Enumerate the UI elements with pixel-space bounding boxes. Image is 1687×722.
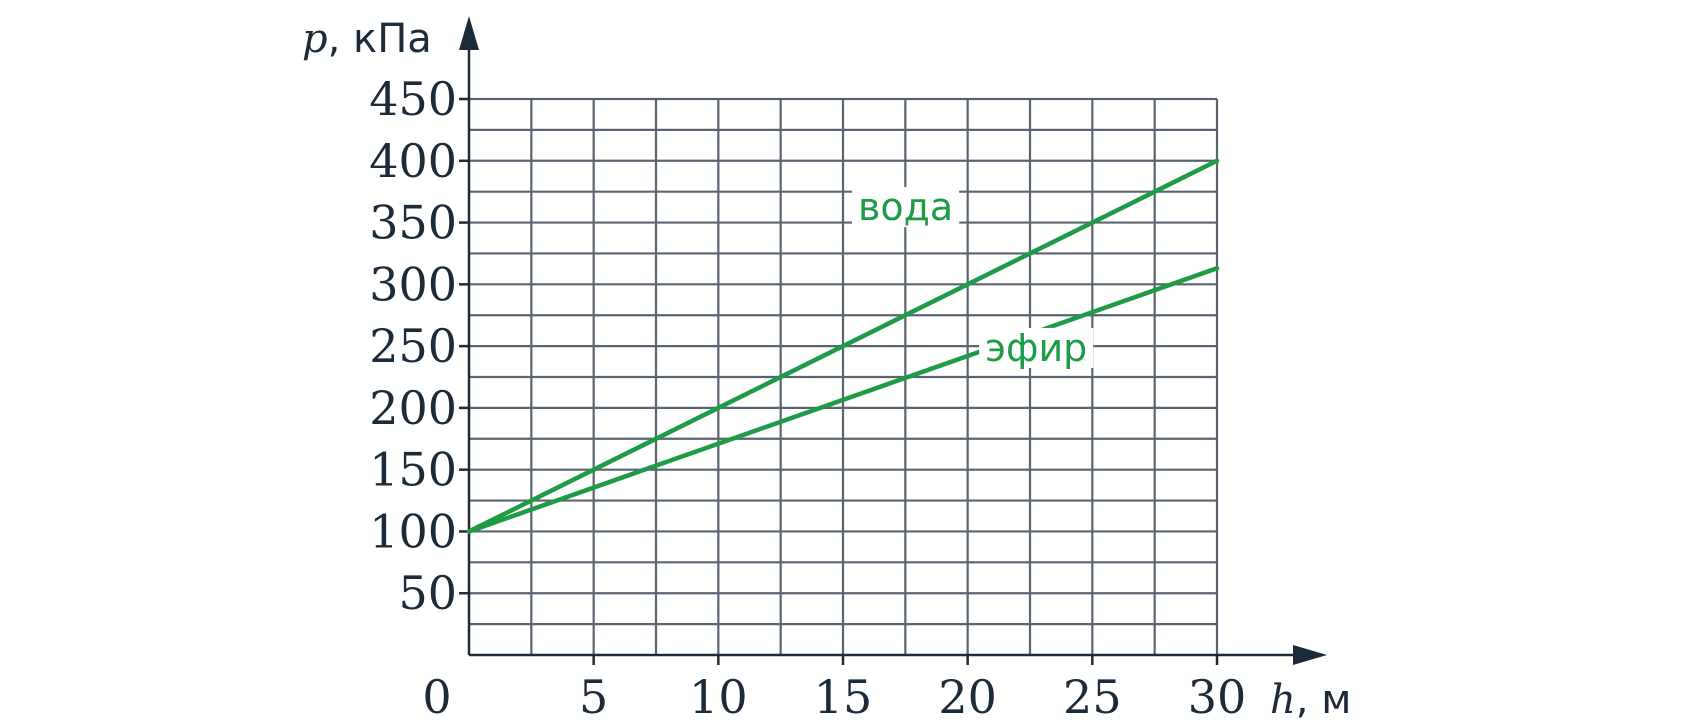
x-axis-arrow bbox=[1293, 645, 1327, 665]
y-tick-label: 200 bbox=[369, 381, 457, 435]
y-tick-label: 450 bbox=[369, 72, 457, 126]
x-axis-title: h, м bbox=[1270, 677, 1351, 722]
x-tick-label: 30 bbox=[1188, 670, 1247, 722]
y-axis-title: p, кПа bbox=[302, 16, 432, 62]
x-tick-label: 20 bbox=[938, 670, 997, 722]
y-tick-label: 400 bbox=[369, 134, 457, 188]
y-tick-label: 50 bbox=[398, 566, 457, 620]
x-tick-label: 0 bbox=[422, 670, 451, 722]
y-tick-label: 250 bbox=[369, 319, 457, 373]
x-tick-label: 25 bbox=[1063, 670, 1122, 722]
series-label-эфир: эфир bbox=[985, 326, 1087, 370]
y-tick-label: 150 bbox=[369, 443, 457, 497]
grid bbox=[469, 97, 1219, 655]
x-tick-label: 15 bbox=[814, 670, 873, 722]
series-label-bg bbox=[979, 327, 1094, 368]
ticks: 50 100 150 200 250 300 350 400 450 0 5 10 15 20 25 30 bbox=[369, 72, 1246, 722]
axes bbox=[459, 16, 1327, 665]
series-line-эфир bbox=[466, 266, 1220, 534]
y-tick-label: 300 bbox=[369, 257, 457, 311]
x-tick-label: 10 bbox=[689, 670, 748, 722]
x-tick-label: 5 bbox=[579, 670, 608, 722]
y-tick-label: 100 bbox=[369, 504, 457, 558]
series-line-вода bbox=[466, 158, 1220, 534]
y-axis-arrow bbox=[459, 16, 479, 50]
y-tick-label: 350 bbox=[369, 196, 457, 250]
series-group bbox=[466, 158, 1220, 534]
series-labels: вода эфир bbox=[851, 185, 1094, 370]
series-label-вода: вода bbox=[858, 185, 953, 229]
series-label-bg bbox=[851, 187, 960, 228]
